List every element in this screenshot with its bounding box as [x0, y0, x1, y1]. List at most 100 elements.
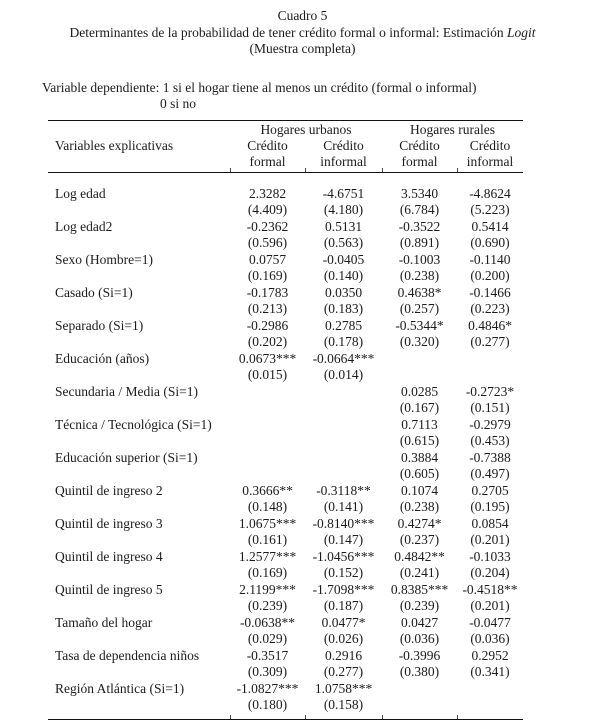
- std-error-value: (0.690): [470, 234, 510, 250]
- coefficient-value: -0.2362: [246, 218, 289, 234]
- std-error-row: (0.596) (0.563) (0.891) (0.690): [48, 235, 523, 251]
- coefficient-row: Tamaño del hogar -0.0638** 0.0477* 0.0427 -0…: [48, 615, 523, 631]
- std-error-value: (0.183): [323, 300, 364, 316]
- coefficient-value: [382, 681, 457, 697]
- variable-label: Quintil de ingreso 2: [55, 482, 163, 498]
- variable-label: Casado (Si=1): [55, 284, 133, 300]
- coefficient-value: [230, 384, 305, 400]
- coefficient-value: -0.1466: [469, 284, 511, 300]
- coefficient-value: 0.2705: [471, 482, 509, 498]
- table-title: Determinantes de la probabilidad de tene…: [0, 25, 605, 42]
- std-error-row: (0.180) (0.158): [48, 697, 523, 713]
- std-error-value: (0.238): [399, 498, 440, 514]
- std-error-value: (0.453): [470, 432, 510, 448]
- table-header: Hogares urbanos Hogares rurales Variable…: [48, 119, 523, 173]
- column-header-row: Variables explicativas Crédito formal Cré…: [48, 138, 523, 170]
- coefficient-row: Quintil de ingreso 5 2.1199*** -1.7098*** 0…: [48, 582, 523, 598]
- variable-label: [48, 499, 230, 515]
- coefficient-value: 0.2916: [324, 647, 363, 663]
- std-error-value: (5.223): [470, 201, 510, 217]
- coefficient-value: 0.0350: [324, 284, 363, 300]
- column-header-line1: Crédito: [469, 137, 511, 153]
- std-error-value: (0.237): [399, 531, 440, 547]
- coefficient-value: 0.4846*: [468, 317, 512, 333]
- variable-label: [48, 268, 230, 284]
- coefficient-value: -0.3517: [246, 647, 289, 663]
- std-error-value: (0.169): [247, 564, 288, 580]
- std-error-value: (0.596): [247, 234, 288, 250]
- coefficient-value: -1.0827***: [236, 680, 299, 696]
- std-error-value: (6.784): [399, 201, 440, 217]
- coefficient-row: Quintil de ingreso 4 1.2577*** -1.0456*** 0…: [48, 549, 523, 565]
- column-header-line2: informal: [320, 153, 367, 169]
- coefficient-row: Región Atlántica (Si=1) -1.0827*** 1.0758*…: [48, 681, 523, 697]
- std-error-value: (0.257): [399, 300, 440, 316]
- coefficient-value: 0.3884: [400, 449, 439, 465]
- table-title-italic: Logit: [506, 24, 536, 40]
- std-error-row: (0.167) (0.151): [48, 400, 523, 416]
- coefficient-value: -0.3522: [398, 218, 441, 234]
- column-divider-tick: [382, 167, 383, 172]
- std-error-value: (0.180): [247, 696, 288, 712]
- std-error-value: (0.213): [247, 300, 288, 316]
- variable-label: Log edad: [55, 185, 106, 201]
- variable-label: Quintil de ingreso 4: [55, 548, 163, 564]
- coefficient-row: Quintil de ingreso 2 0.3666** -0.3118** 0.1…: [48, 483, 523, 499]
- variable-label: Quintil de ingreso 3: [55, 515, 163, 531]
- variable-label: [48, 598, 230, 614]
- coefficient-value: 0.7113: [401, 416, 438, 432]
- coefficient-value: -0.0477: [469, 614, 511, 630]
- coefficient-value: 2.3282: [248, 185, 287, 201]
- coefficient-value: -0.0405: [322, 251, 365, 267]
- coefficient-row: Secundaria / Media (Si=1) 0.0285 -0.2723*: [48, 384, 523, 400]
- std-error-value: [305, 433, 382, 449]
- coefficient-value: [230, 417, 305, 433]
- column-divider-tick: [457, 167, 458, 172]
- std-error-value: (0.380): [399, 663, 440, 679]
- std-error-value: (0.158): [323, 696, 364, 712]
- std-error-value: [305, 466, 382, 482]
- coefficient-value: -4.6751: [322, 185, 365, 201]
- column-header-line1: Crédito: [399, 137, 440, 153]
- coefficient-value: -1.0456***: [312, 548, 375, 564]
- dependent-variable-line1: Variable dependiente: 1 si el hogar tien…: [42, 79, 477, 95]
- std-error-row: (0.029) (0.026) (0.036) (0.036): [48, 631, 523, 647]
- variable-label: [48, 433, 230, 449]
- std-error-value: (0.169): [247, 267, 288, 283]
- std-error-value: (0.029): [247, 630, 288, 646]
- std-error-value: (0.563): [323, 234, 364, 250]
- std-error-value: (0.036): [399, 630, 440, 646]
- coefficient-row: Separado (Si=1) -0.2986 0.2785 -0.5344* 0.48…: [48, 318, 523, 334]
- variable-label: Tasa de dependencia niños: [55, 647, 200, 663]
- std-error-row: (0.161) (0.147) (0.237) (0.201): [48, 532, 523, 548]
- coefficient-value: 1.0758***: [314, 680, 373, 696]
- std-error-value: (0.140): [323, 267, 364, 283]
- column-divider-tick: [230, 714, 231, 719]
- coefficient-value: -0.8140***: [312, 515, 375, 531]
- coefficient-value: 1.2577***: [238, 548, 297, 564]
- coefficient-value: 0.0757: [248, 251, 287, 267]
- coefficient-value: -0.0638**: [239, 614, 296, 630]
- table-title-block: Cuadro 5 Determinantes de la probabilida…: [0, 0, 605, 58]
- dependent-variable-line2: 0 si no: [160, 96, 197, 111]
- std-error-value: (0.014): [323, 366, 364, 382]
- table-number: Cuadro 5: [277, 8, 328, 23]
- group-header-spacer: [48, 122, 230, 138]
- coefficient-value: -0.2986: [246, 317, 289, 333]
- coefficient-value: [305, 417, 382, 433]
- variable-label: Separado (Si=1): [55, 317, 144, 333]
- variable-label: [48, 664, 230, 680]
- std-error-row: (0.605) (0.497): [48, 466, 523, 482]
- std-error-value: [382, 367, 457, 383]
- coefficient-value: -0.0664***: [312, 350, 375, 366]
- group-header-row: Hogares urbanos Hogares rurales: [48, 122, 523, 138]
- std-error-value: (0.015): [247, 366, 288, 382]
- column-header-urban-formal: Crédito formal: [230, 138, 305, 170]
- coefficient-value: 0.8385***: [390, 581, 449, 597]
- coefficient-value: 0.5414: [471, 218, 509, 234]
- coefficient-value: 0.4638*: [397, 284, 442, 300]
- regression-table: Hogares urbanos Hogares rurales Variable…: [48, 119, 523, 720]
- variable-label: Log edad2: [55, 218, 113, 234]
- coefficient-value: -0.1783: [246, 284, 289, 300]
- column-divider-tick: [305, 167, 306, 172]
